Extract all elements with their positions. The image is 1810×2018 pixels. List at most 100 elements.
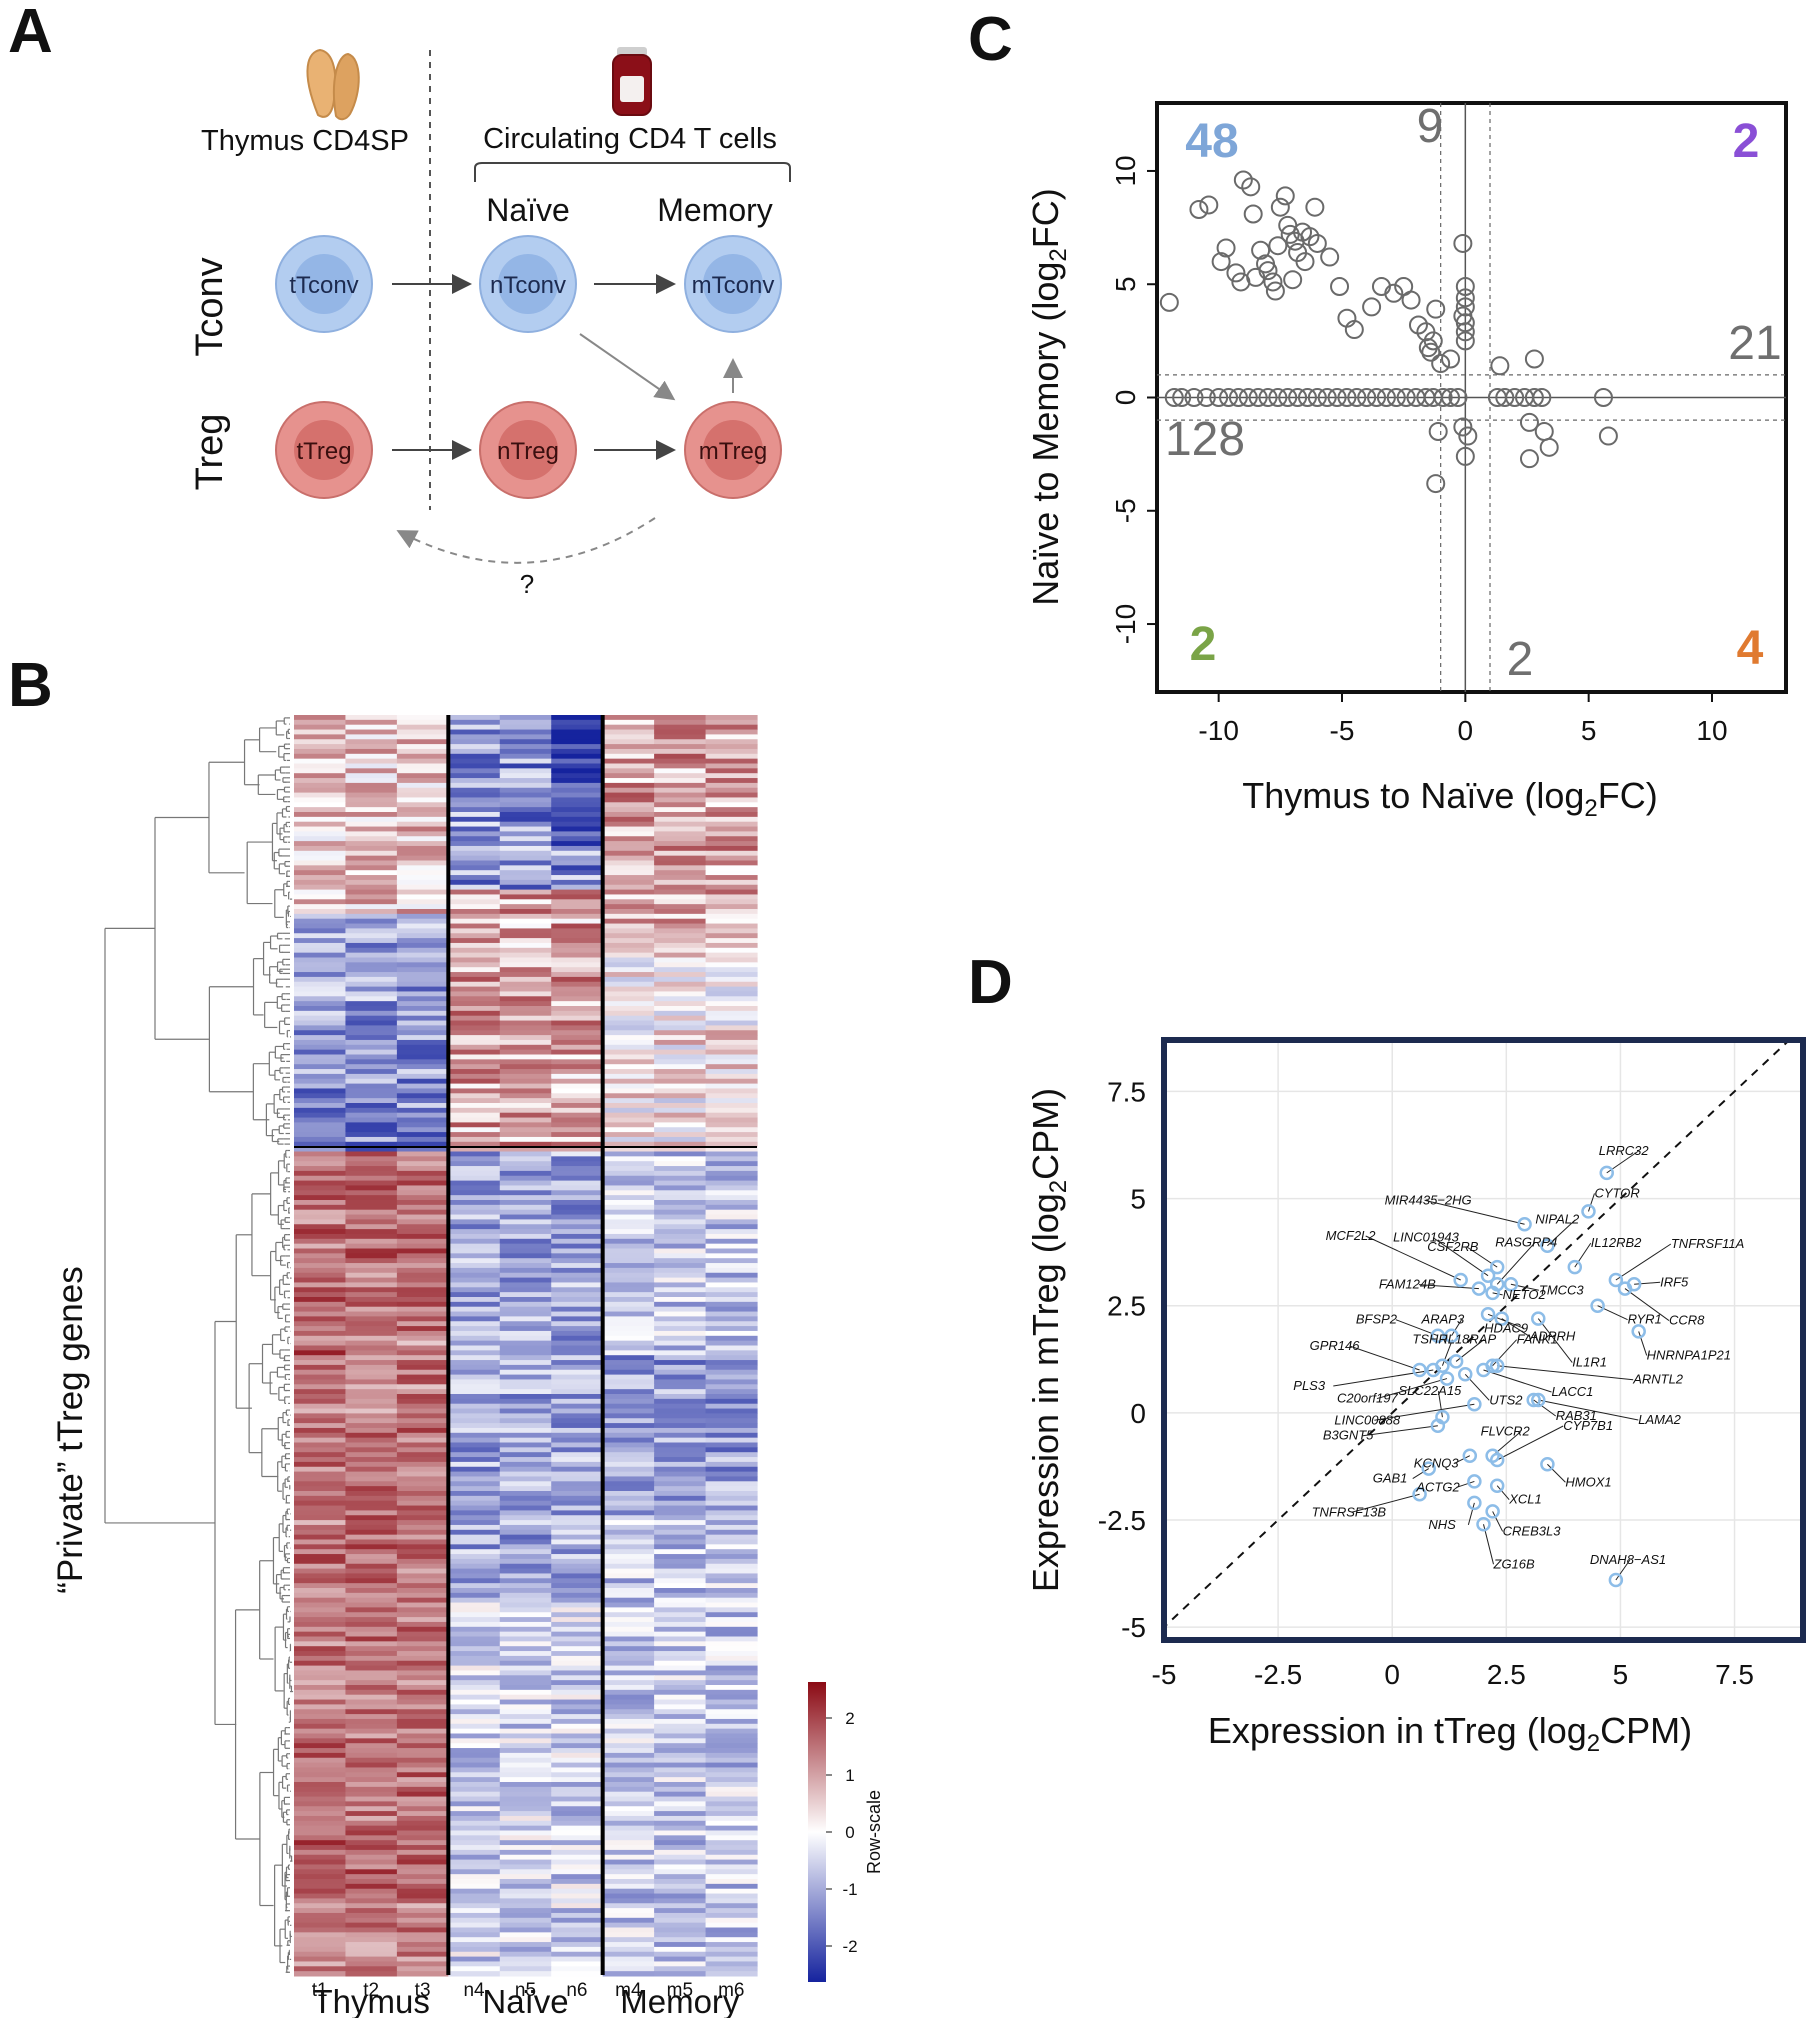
heatmap-cell xyxy=(705,1607,758,1613)
heatmap-cell xyxy=(551,1612,604,1618)
heatmap-cell xyxy=(551,1515,604,1521)
heatmap-cell xyxy=(345,1951,398,1958)
gene-label: LRRC32 xyxy=(1599,1143,1650,1158)
heatmap-cell xyxy=(654,1840,707,1846)
heatmap-cell xyxy=(448,1117,501,1123)
heatmap-cell xyxy=(499,841,552,847)
row-dendrogram xyxy=(104,717,294,1973)
data-point xyxy=(1386,388,1406,407)
heatmap-cell xyxy=(396,1292,449,1298)
scatter-points-d xyxy=(1412,1165,1646,1588)
heatmap-cell xyxy=(345,1927,398,1933)
heatmap-cell xyxy=(551,1301,604,1308)
heatmap-cell xyxy=(448,1258,501,1264)
heatmap-cell xyxy=(499,1602,552,1608)
heatmap-cell xyxy=(294,1908,347,1914)
heatmap-cell xyxy=(551,933,604,939)
heatmap-cell xyxy=(551,1437,604,1443)
heatmap-cell xyxy=(345,1631,398,1637)
heatmap-cell xyxy=(345,1073,398,1080)
panel-c-label: C xyxy=(968,5,1013,74)
heatmap-cell xyxy=(602,729,655,735)
heatmap-cell xyxy=(654,1233,707,1240)
heatmap-cell xyxy=(345,778,398,784)
heatmap-cell xyxy=(345,729,398,735)
heatmap-cell xyxy=(345,1020,398,1026)
heatmap-cell xyxy=(602,1432,655,1439)
heatmap-cell xyxy=(345,763,398,769)
heatmap-cell xyxy=(499,739,552,745)
gene-label: NETO2 xyxy=(1503,1287,1547,1302)
heatmap-cell xyxy=(294,952,347,958)
heatmap-cell xyxy=(551,1243,604,1249)
heatmap-cell xyxy=(705,947,758,954)
heatmap-cell xyxy=(294,1112,347,1119)
heatmap-cell xyxy=(448,1093,501,1099)
heatmap-cell xyxy=(654,1069,707,1075)
heatmap-cell xyxy=(654,952,707,958)
heatmap-cell xyxy=(448,947,501,954)
heatmap-cell xyxy=(294,1219,347,1225)
heatmap-cell xyxy=(602,1898,655,1904)
heatmap-cell xyxy=(448,1049,501,1055)
heatmap-cell xyxy=(499,1190,552,1196)
heatmap-cell xyxy=(294,1069,347,1075)
heatmap-cell xyxy=(499,1631,552,1637)
heatmap-cell xyxy=(499,1588,552,1594)
heatmap-cell xyxy=(705,1602,758,1608)
heatmap-cell xyxy=(499,1782,552,1788)
heatmap-cell xyxy=(396,933,449,939)
heatmap-grid xyxy=(294,715,758,1977)
heatmap-cell xyxy=(294,1156,347,1162)
heatmap-cell xyxy=(499,938,552,944)
heatmap-cell xyxy=(396,1767,449,1773)
heatmap-cell xyxy=(294,1694,347,1701)
heatmap-cell xyxy=(551,1835,604,1841)
heatmap-cell xyxy=(602,1020,655,1026)
heatmap-cell xyxy=(551,1796,604,1802)
heatmap-cell xyxy=(396,879,449,886)
heatmap-cell xyxy=(448,1675,501,1681)
heatmap-cell xyxy=(345,719,398,726)
heatmap-cell xyxy=(499,1971,552,1977)
heatmap-cell xyxy=(345,1937,398,1943)
heatmap-cell xyxy=(499,1301,552,1308)
heatmap-cell xyxy=(294,957,347,963)
heatmap-cell xyxy=(602,739,655,745)
heatmap-cell xyxy=(551,962,604,968)
heatmap-cell xyxy=(551,1369,604,1376)
heatmap-cell xyxy=(294,1064,347,1070)
thymus-cd4sp-title: Thymus CD4SP xyxy=(201,125,409,157)
heatmap-cell xyxy=(705,1020,758,1026)
heatmap-cell xyxy=(654,1379,707,1385)
heatmap-cell xyxy=(499,1680,552,1686)
heatmap-cell xyxy=(602,947,655,954)
heatmap-cell xyxy=(396,1529,449,1536)
heatmap-cell xyxy=(705,739,758,745)
heatmap-cell xyxy=(294,1859,347,1865)
data-point xyxy=(1455,331,1475,351)
heatmap-cell xyxy=(602,1078,655,1085)
heatmap-cell xyxy=(551,1714,604,1720)
heatmap-cell xyxy=(551,1772,604,1778)
heatmap-cell xyxy=(345,1001,398,1007)
heatmap-cell xyxy=(705,1777,758,1783)
data-point xyxy=(1327,388,1347,407)
heatmap-cell xyxy=(294,1573,347,1579)
heatmap-cell xyxy=(396,976,449,983)
heatmap-cell xyxy=(499,831,552,837)
heatmap-cell xyxy=(654,1408,707,1414)
heatmap-cell xyxy=(396,1233,449,1240)
heatmap-cell xyxy=(654,1879,707,1885)
gene-label: LAMA2 xyxy=(1638,1412,1681,1427)
heatmap-cell xyxy=(654,1117,707,1123)
heatmap-cell xyxy=(345,1743,398,1749)
heatmap-cell xyxy=(705,1301,758,1308)
heatmap-cell xyxy=(294,748,347,755)
heatmap-cell xyxy=(551,1190,604,1196)
heatmap-cell xyxy=(705,1093,758,1099)
heatmap-cell xyxy=(499,1670,552,1676)
heatmap-cell xyxy=(602,1190,655,1196)
heatmap-cell xyxy=(294,1917,347,1924)
